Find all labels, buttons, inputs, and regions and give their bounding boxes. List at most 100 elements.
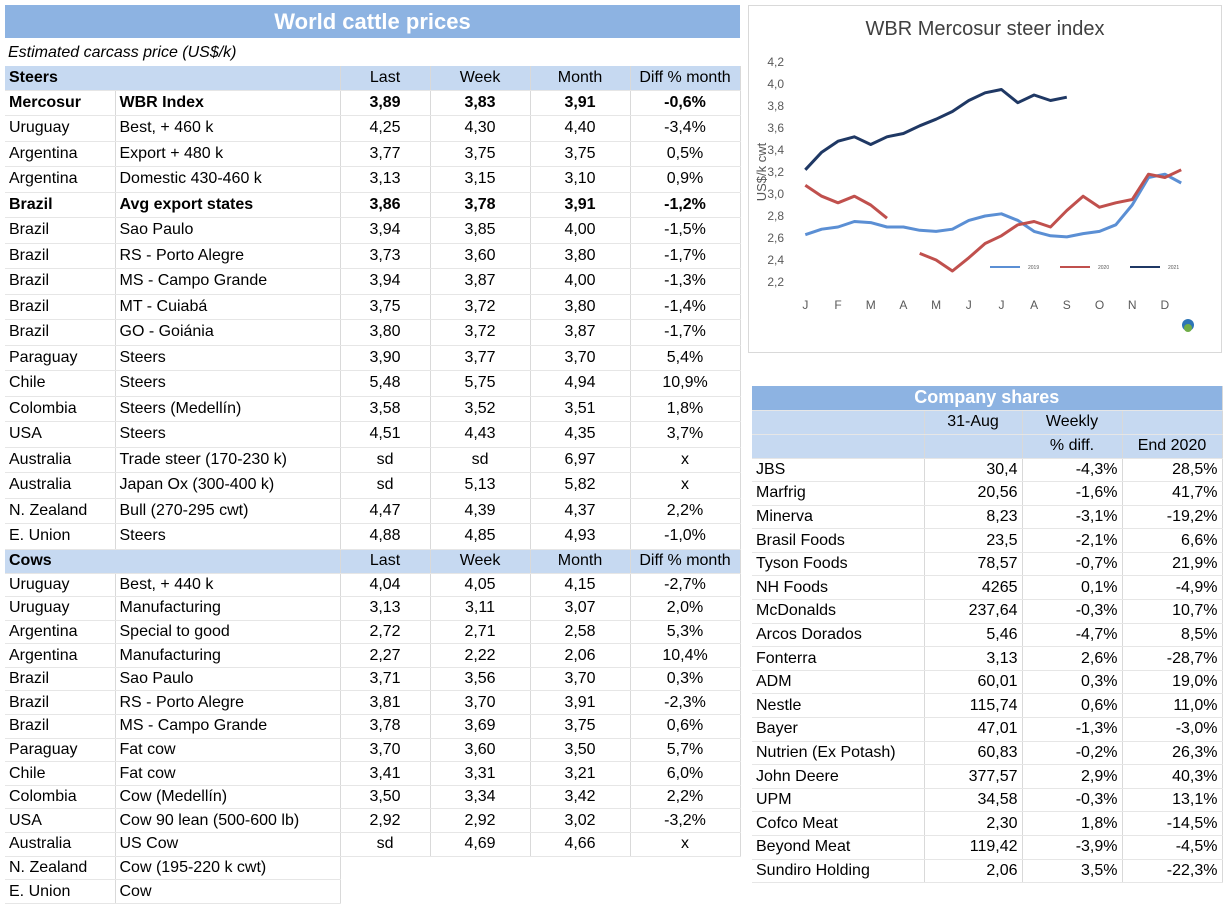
- cell: 3,70: [530, 345, 631, 371]
- row: Argentina Domestic 430-460 k 3,13 3,15 3,10 0…: [5, 166, 741, 193]
- cell: 4,37: [530, 498, 631, 524]
- cell: Chile: [5, 761, 116, 786]
- cell: 3,70: [530, 667, 631, 692]
- cell: Arcos Dorados: [752, 623, 925, 648]
- section-header: Cows Last Week Month Diff % month: [5, 549, 741, 574]
- row: Paraguay Fat cow 3,70 3,60 3,50 5,7%: [5, 738, 741, 763]
- cell: 2,2%: [630, 498, 741, 524]
- cell: 2,72: [340, 620, 431, 645]
- y-axis-label: US$/k cwt: [754, 142, 769, 201]
- cell: 3,85: [430, 217, 531, 244]
- cell: -2,1%: [1022, 528, 1123, 553]
- x-tick-label: F: [834, 298, 841, 312]
- cell: Colombia: [5, 785, 116, 810]
- cell: Trade steer (170-230 k): [115, 447, 341, 473]
- cell: -3,1%: [1022, 505, 1123, 530]
- cell: 3,71: [340, 667, 431, 692]
- cell: Cow 90 lean (500-600 lb): [115, 808, 341, 834]
- y-tick-label: 2,6: [767, 231, 784, 245]
- cell: 2,06: [530, 643, 631, 668]
- cell: 10,9%: [630, 370, 741, 397]
- cell: 4,30: [430, 115, 531, 142]
- cell: 3,34: [430, 785, 531, 810]
- row: Bayer 47,01 -1,3% -3,0%: [752, 717, 1223, 742]
- cell: MS - Campo Grande: [115, 268, 341, 295]
- x-tick-label: J: [966, 298, 972, 312]
- cell: [530, 856, 630, 880]
- cell: 2,0%: [630, 596, 741, 621]
- cell: 2,9%: [1022, 764, 1123, 789]
- row: Australia Japan Ox (300-400 k) sd 5,13 5,82 x: [5, 472, 741, 499]
- cell: Argentina: [5, 643, 116, 668]
- row: John Deere 377,57 2,9% 40,3%: [752, 764, 1223, 789]
- cell: 3,91: [530, 192, 631, 218]
- cell: 4,15: [530, 573, 631, 598]
- x-tick-label: N: [1128, 298, 1137, 312]
- cell: 3,31: [430, 761, 531, 786]
- cell: 4265: [924, 575, 1023, 601]
- cell: 20,56: [924, 481, 1023, 506]
- y-tick-label: 2,2: [767, 275, 784, 289]
- y-tick-label: 3,4: [767, 143, 784, 157]
- cell: Brazil: [5, 217, 116, 244]
- row: Uruguay Best, + 440 k 4,04 4,05 4,15 -2,7%: [5, 573, 741, 598]
- cell: Best, + 440 k: [115, 573, 341, 598]
- cell: 26,3%: [1122, 741, 1223, 766]
- cell: 34,58: [924, 788, 1023, 813]
- cell: 4,69: [430, 832, 531, 857]
- cell: 3,21: [530, 761, 631, 786]
- cell: 10,4%: [630, 643, 741, 668]
- row: E. Union Steers 4,88 4,85 4,93 -1,0%: [5, 523, 741, 550]
- cell: 5,7%: [630, 738, 741, 763]
- cell: Steers: [115, 421, 341, 448]
- column-header: Diff % month: [630, 549, 741, 574]
- cell: Avg export states: [115, 192, 341, 218]
- row: Brazil Sao Paulo 3,94 3,85 4,00 -1,5%: [5, 217, 741, 244]
- cell: MS - Campo Grande: [115, 714, 341, 739]
- row: Marfrig 20,56 -1,6% 41,7%: [752, 481, 1223, 506]
- cell: Sundiro Holding: [752, 859, 925, 884]
- cell: 3,78: [340, 714, 431, 739]
- series-line: [804, 172, 1182, 239]
- row: Cofco Meat 2,30 1,8% -14,5%: [752, 811, 1223, 836]
- cell: 6,6%: [1122, 528, 1223, 553]
- cell: 3,73: [340, 243, 431, 269]
- header-row: 31-Aug Weekly: [752, 410, 1223, 435]
- section-label: Steers: [5, 66, 341, 91]
- cell: 41,7%: [1122, 481, 1223, 506]
- cell: 0,3%: [630, 667, 741, 692]
- cell: Paraguay: [5, 345, 116, 371]
- cell: 6,0%: [630, 761, 741, 786]
- column-header: Week: [430, 549, 531, 574]
- cell: 3,52: [430, 396, 531, 422]
- cell: 5,75: [430, 370, 531, 397]
- cell: 10,7%: [1122, 599, 1223, 624]
- column-header: % diff.: [1022, 434, 1123, 459]
- cell: 6,97: [530, 447, 631, 473]
- cell: 2,27: [340, 643, 431, 668]
- cell: 3,87: [530, 319, 631, 346]
- cell: Minerva: [752, 505, 925, 530]
- cell: 3,50: [530, 738, 631, 763]
- cell: 3,02: [530, 808, 631, 834]
- cell: 4,93: [530, 523, 631, 550]
- cell: Brazil: [5, 268, 116, 295]
- cell: 3,91: [530, 690, 631, 716]
- cell: 4,43: [430, 421, 531, 448]
- cell: Brazil: [5, 714, 116, 739]
- cell: 23,5: [924, 528, 1023, 553]
- cell: Australia: [5, 447, 116, 473]
- section-header: Steers Last Week Month Diff % month: [5, 66, 741, 91]
- cell: -1,3%: [630, 268, 741, 295]
- cell: 4,35: [530, 421, 631, 448]
- cell: -4,5%: [1122, 835, 1223, 860]
- cell: 3,94: [340, 268, 431, 295]
- cell: 30,4: [924, 458, 1023, 483]
- cell: 119,42: [924, 835, 1023, 860]
- y-tick-label: 4,2: [767, 55, 784, 69]
- cell: -0,2%: [1022, 741, 1123, 766]
- cell: 5,46: [924, 623, 1023, 648]
- cell: 40,3%: [1122, 764, 1223, 789]
- cell: Nestle: [752, 693, 925, 719]
- column-header: Last: [340, 66, 431, 91]
